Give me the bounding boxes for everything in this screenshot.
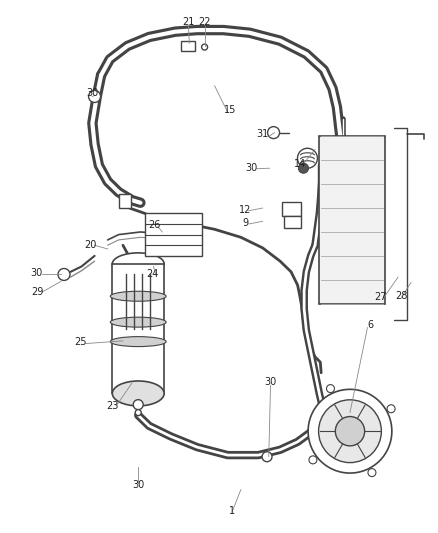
Ellipse shape: [112, 381, 164, 406]
Text: 1: 1: [229, 506, 235, 516]
Ellipse shape: [110, 291, 166, 301]
Text: 23: 23: [106, 401, 118, 411]
Text: 14: 14: [293, 159, 306, 169]
Bar: [112, 264, 164, 393]
Text: 24: 24: [146, 270, 159, 279]
Circle shape: [308, 389, 392, 473]
Circle shape: [336, 417, 365, 446]
Text: 28: 28: [396, 290, 408, 301]
Bar: [119, 194, 131, 208]
Ellipse shape: [110, 317, 166, 327]
Circle shape: [58, 269, 70, 280]
Text: 29: 29: [32, 287, 44, 297]
Bar: [282, 202, 301, 216]
Circle shape: [262, 452, 272, 462]
Text: 30: 30: [132, 480, 145, 490]
Text: 25: 25: [74, 337, 86, 348]
Bar: [283, 216, 301, 228]
Circle shape: [387, 405, 395, 413]
Ellipse shape: [112, 253, 164, 275]
Text: 22: 22: [198, 17, 211, 27]
Ellipse shape: [110, 337, 166, 346]
Circle shape: [133, 400, 143, 410]
Circle shape: [368, 469, 376, 477]
Circle shape: [309, 456, 317, 464]
Text: 6: 6: [367, 320, 373, 330]
Circle shape: [326, 385, 335, 393]
Text: 30: 30: [246, 163, 258, 173]
Text: 30: 30: [86, 88, 99, 98]
Text: 30: 30: [30, 268, 42, 278]
Bar: [181, 41, 195, 51]
Text: 27: 27: [374, 292, 387, 302]
Text: 31: 31: [257, 128, 269, 139]
Circle shape: [268, 127, 279, 139]
Circle shape: [88, 91, 101, 102]
Text: 9: 9: [242, 218, 248, 228]
Text: 20: 20: [84, 240, 96, 251]
Text: 15: 15: [224, 105, 236, 115]
Text: 26: 26: [148, 220, 161, 230]
Circle shape: [298, 163, 308, 173]
Circle shape: [318, 400, 381, 463]
Text: 21: 21: [182, 17, 194, 27]
Circle shape: [135, 410, 141, 416]
Bar: [145, 213, 201, 256]
Circle shape: [201, 44, 208, 50]
Text: 12: 12: [239, 205, 251, 215]
Text: 30: 30: [265, 377, 277, 387]
Bar: [319, 136, 385, 304]
Circle shape: [297, 148, 318, 168]
